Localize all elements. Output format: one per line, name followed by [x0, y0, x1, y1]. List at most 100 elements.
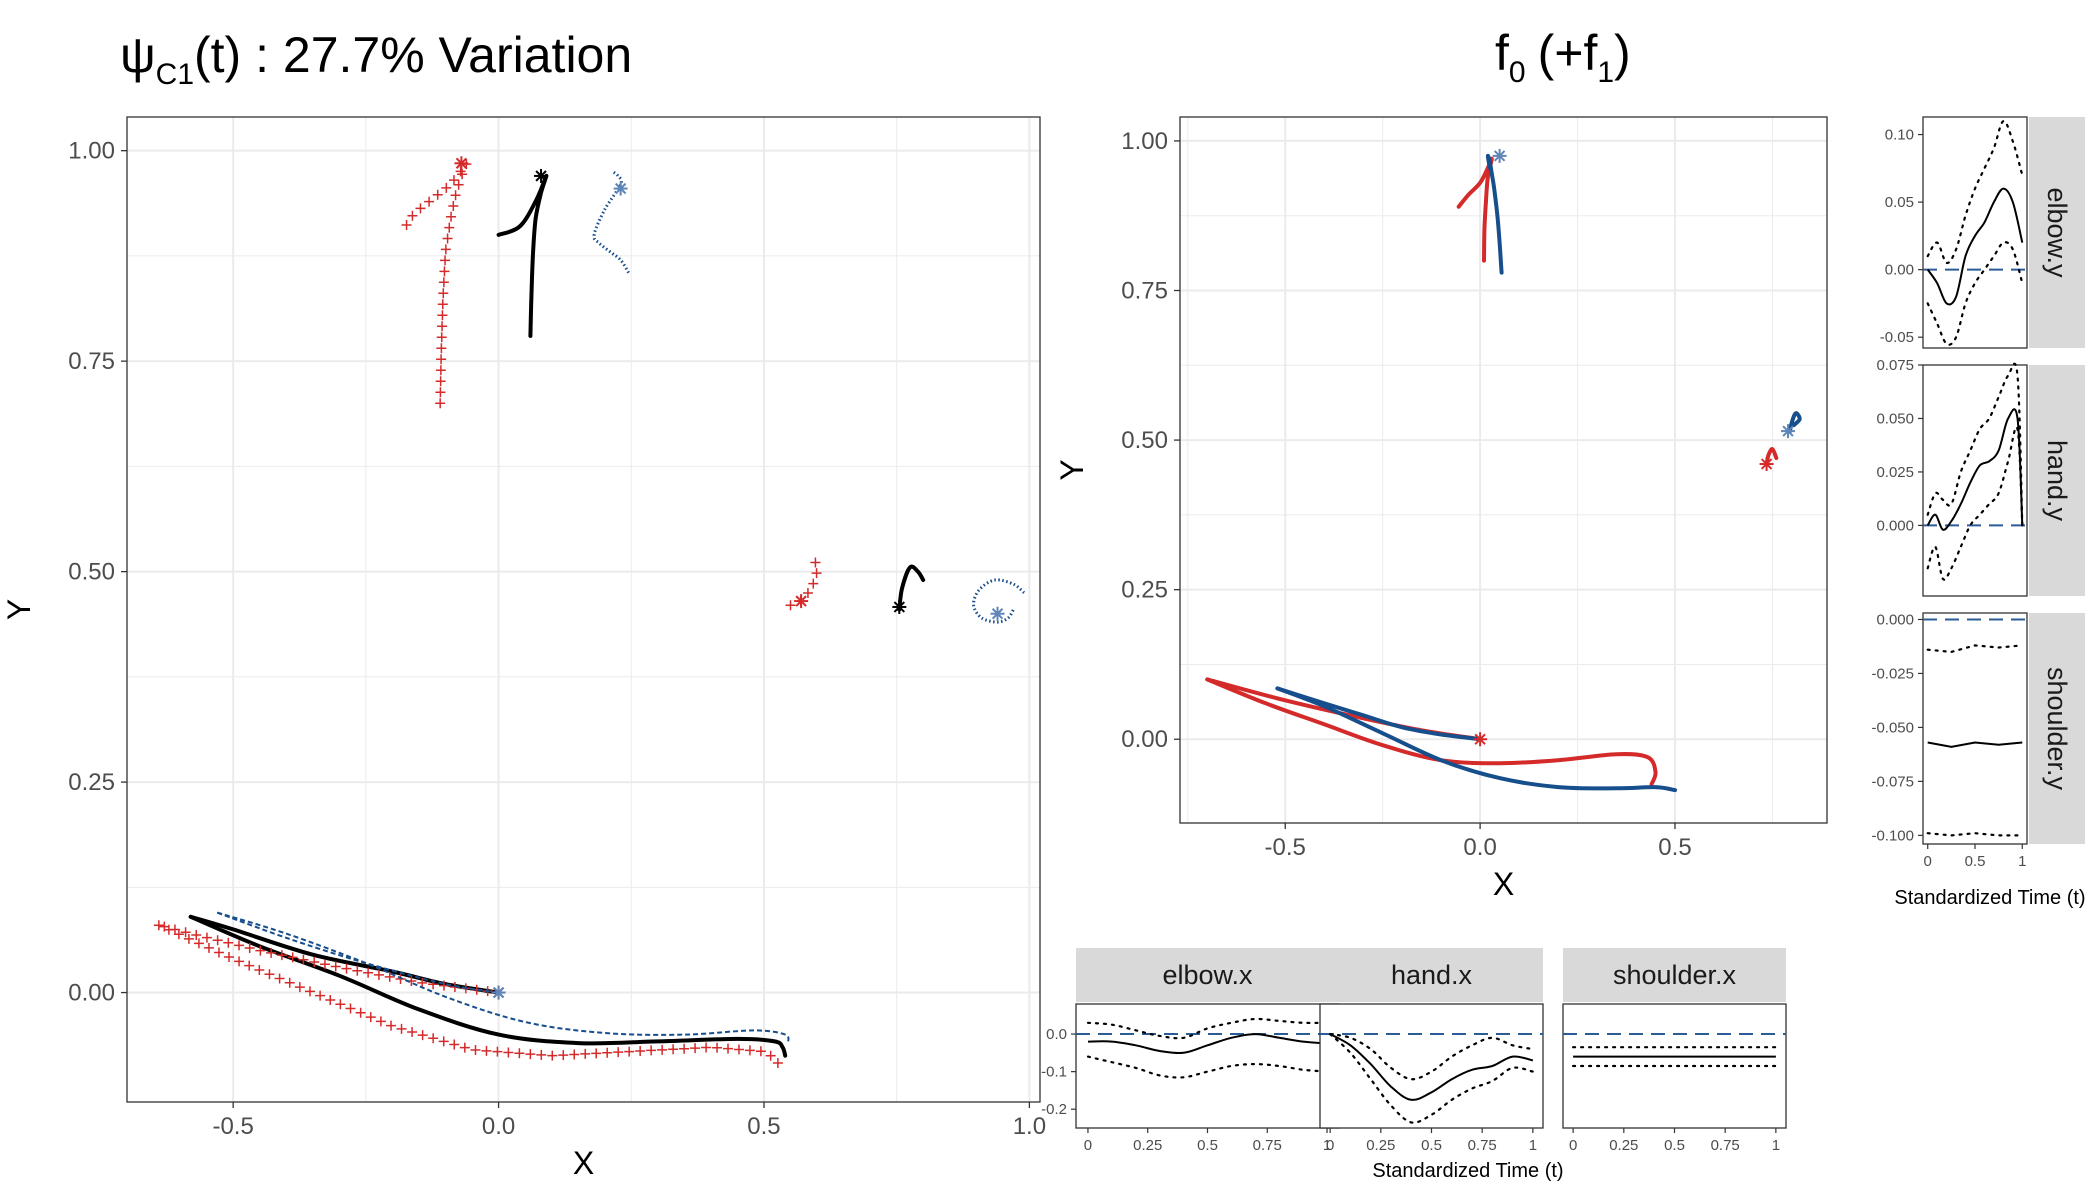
left-trajectory-panel: -0.5 0.0 0.5 1.0 0.00 0.25 0.50 0.75 1.00 X Y: [1, 116, 1046, 1181]
x-tick-label: 0.75: [1253, 1137, 1282, 1154]
plus-marker: [525, 1049, 536, 1060]
plus-marker: [386, 1020, 397, 1031]
x-tick-label: 0.25: [1366, 1137, 1395, 1154]
y-tick-label: -0.050: [1871, 719, 1914, 736]
x-tick-label: 0.0: [1463, 834, 1496, 861]
plus-marker: [668, 1044, 679, 1055]
y-tick-label: 0.50: [68, 559, 115, 586]
mean-line: [1927, 741, 2023, 748]
plus-marker: [287, 952, 298, 963]
series-mean-1: [897, 564, 926, 612]
x-tick-label: 1: [1323, 1137, 1331, 1154]
start-marker: [454, 156, 469, 171]
plus-marker: [325, 994, 336, 1005]
panel-shoulder-y: shoulder.y 0.000 -0.025 -0.050 -0.075 -0.100 0…: [1871, 611, 2085, 870]
bottom-time-label: Standardized Time (t): [1372, 1160, 1563, 1182]
plus-marker: [657, 1044, 668, 1055]
right-time-label: Standardized Time (t): [1894, 887, 2085, 909]
y-tick-label: 1.00: [1121, 128, 1168, 155]
start-marker: [491, 985, 506, 1000]
y-tick-label: 0.10: [1885, 127, 1914, 144]
plus-marker: [309, 956, 320, 967]
strip-background: [2029, 613, 2085, 844]
upper-bound-line: [1926, 644, 2024, 654]
plus-marker: [580, 1048, 591, 1059]
panel-frame: [1922, 612, 2028, 845]
start-marker: [892, 599, 907, 614]
mean-line: [1926, 408, 2024, 531]
plus-marker: [449, 1039, 460, 1050]
series-group: [1205, 148, 1802, 793]
series-mean-0: [496, 173, 549, 338]
y-tick-label: 0.0: [1046, 1026, 1067, 1043]
series-group: [153, 156, 1026, 1069]
strip-label: hand.x: [1391, 960, 1473, 990]
plus-marker: [163, 924, 174, 935]
plus-marker: [304, 986, 315, 997]
lower-bound-line: [1329, 1033, 1534, 1124]
plus-marker: [514, 1048, 525, 1059]
y-tick-label: 0.00: [1885, 262, 1914, 279]
plus-marker: [234, 956, 245, 967]
plus-marker: [415, 203, 426, 214]
y-tick-label: 1.00: [68, 138, 115, 165]
plus-marker: [274, 973, 285, 984]
strip-label: hand.y: [2042, 440, 2072, 522]
x-tick-label: 0.5: [1197, 1137, 1218, 1154]
plus-marker: [808, 578, 819, 589]
plus-marker: [375, 1016, 386, 1027]
panel-hand-y: hand.y 0.075 0.050 0.025 0.000: [1876, 357, 2085, 597]
plus-marker: [203, 942, 214, 953]
plus-marker: [448, 201, 459, 212]
plus-marker: [679, 1043, 690, 1054]
plus-marker: [624, 1046, 635, 1057]
y-tick-label: -0.075: [1871, 773, 1914, 790]
plus-marker: [439, 266, 450, 277]
strip-background: [2029, 117, 2085, 348]
right-trajectory-panel: -0.5 0.0 0.5 0.00 0.25 0.50 0.75 1.00 X Y: [1054, 116, 1828, 902]
plus-marker: [459, 1042, 470, 1053]
series-f0-0: [1456, 156, 1494, 263]
y-tick-label: 0.025: [1876, 464, 1914, 481]
strip-background: [1076, 948, 1339, 1002]
plus-marker: [276, 950, 287, 961]
marker-stroke: [893, 601, 905, 613]
start-marker: [613, 181, 628, 196]
y-tick-label: 0.00: [68, 980, 115, 1007]
marker-stroke: [455, 157, 468, 169]
plus-marker: [255, 945, 266, 956]
strip-background: [2029, 365, 2085, 596]
plus-marker: [547, 1050, 558, 1061]
plus-marker: [723, 1043, 734, 1054]
strip-label: elbow.y: [2042, 187, 2072, 278]
plus-marker: [407, 210, 418, 221]
strip-label: elbow.x: [1162, 960, 1253, 990]
x-tick-label: 0: [1924, 853, 1932, 870]
plus-marker: [613, 1047, 624, 1058]
plus-marker: [569, 1049, 580, 1060]
panel-frame: [1319, 1003, 1544, 1129]
plus-marker: [213, 947, 224, 958]
plus-marker: [355, 1007, 366, 1018]
plus-marker: [744, 1045, 755, 1056]
plus-marker: [432, 189, 443, 200]
plus-marker: [765, 1050, 776, 1061]
panel-hand-x: hand.x 0 0.25 0.5 0.75 1: [1319, 948, 1544, 1154]
start-marker: [1492, 148, 1507, 163]
strip-background: [1320, 948, 1543, 1002]
plus-marker: [492, 1046, 503, 1057]
plus-marker: [384, 971, 395, 982]
plus-marker: [785, 600, 796, 611]
marker-stroke: [795, 595, 807, 607]
right-title: f0 (+f1): [1495, 25, 1631, 89]
strip-label: shoulder.y: [2042, 667, 2072, 791]
plus-marker: [503, 1047, 514, 1058]
plus-marker: [407, 1027, 418, 1038]
mean-line: [1329, 1033, 1534, 1101]
plus-marker: [450, 190, 461, 201]
plus-marker: [453, 179, 464, 190]
plus-marker: [690, 1043, 701, 1054]
plus-marker: [437, 299, 448, 310]
plus-marker: [319, 959, 330, 970]
marker-stroke: [492, 986, 505, 999]
